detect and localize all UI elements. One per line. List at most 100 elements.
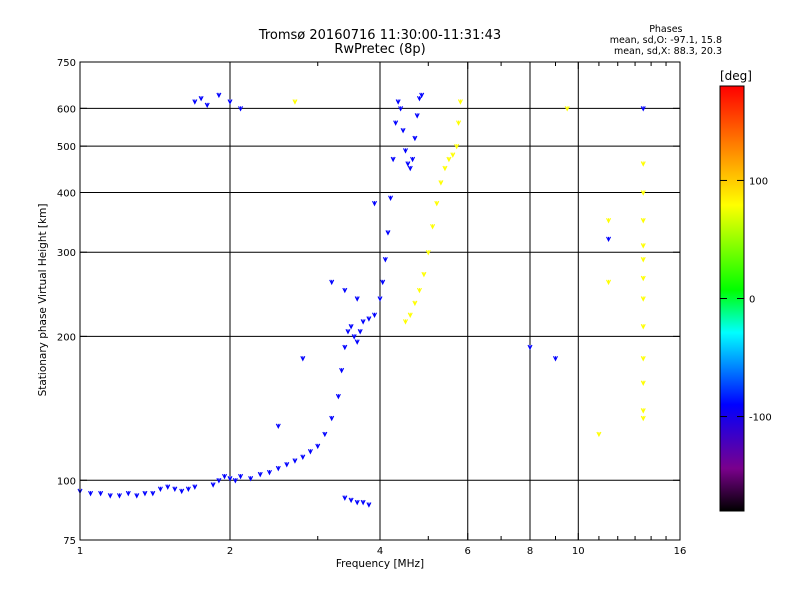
data-point-o bbox=[407, 165, 413, 172]
data-point-o bbox=[372, 312, 378, 318]
data-point-x bbox=[640, 243, 646, 249]
data-point-x bbox=[640, 356, 646, 362]
data-point-o bbox=[410, 156, 416, 163]
data-point-x bbox=[407, 312, 413, 318]
data-point-o bbox=[366, 316, 372, 322]
data-point-o bbox=[345, 329, 351, 335]
data-point-o bbox=[385, 230, 391, 236]
data-point-o bbox=[398, 106, 404, 112]
data-point-o bbox=[107, 493, 113, 499]
data-point-x bbox=[430, 223, 436, 230]
data-point-o bbox=[348, 497, 354, 504]
data-point-o bbox=[284, 462, 290, 468]
data-point-x bbox=[640, 190, 646, 196]
data-point-o bbox=[98, 490, 104, 497]
phase-stats-o: mean, sd,O: -97.1, 15.8 bbox=[609, 35, 722, 46]
data-point-o bbox=[380, 279, 386, 286]
data-point-o bbox=[257, 471, 263, 478]
data-point-x bbox=[640, 275, 646, 282]
data-point-o bbox=[377, 296, 383, 302]
data-point-o bbox=[339, 367, 345, 374]
data-point-o bbox=[185, 486, 191, 492]
data-point-x bbox=[454, 143, 460, 150]
data-point-o bbox=[204, 102, 210, 109]
data-point-o bbox=[400, 127, 406, 134]
x-tick-label: 6 bbox=[465, 546, 471, 557]
phase-stats-header: Phases bbox=[649, 24, 683, 35]
data-point-x bbox=[564, 106, 570, 112]
data-point-x bbox=[442, 165, 448, 172]
x-tick-label: 4 bbox=[377, 546, 383, 557]
data-point-o bbox=[357, 329, 363, 335]
data-point-o bbox=[329, 415, 335, 422]
data-point-o bbox=[342, 344, 348, 351]
data-point-o bbox=[606, 236, 612, 243]
data-point-x bbox=[606, 279, 612, 286]
data-point-o bbox=[315, 443, 321, 450]
data-point-x bbox=[292, 99, 298, 105]
data-point-o bbox=[335, 393, 341, 400]
data-point-x bbox=[640, 415, 646, 422]
data-point-o bbox=[142, 490, 148, 497]
data-point-o bbox=[198, 95, 204, 102]
data-point-x bbox=[640, 324, 646, 330]
data-point-o bbox=[116, 493, 122, 499]
data-point-o bbox=[390, 156, 396, 163]
data-point-o bbox=[354, 499, 360, 506]
data-point-o bbox=[192, 484, 198, 490]
data-point-x bbox=[416, 287, 422, 294]
data-point-x bbox=[457, 99, 463, 105]
axis-ticks: 1 2 4 6 8 10 16 75 100 200 300 400 500 600 750 bbox=[57, 58, 686, 557]
data-point-o bbox=[227, 475, 233, 482]
phase-stats: Phases mean, sd,O: -97.1, 15.8 mean, sd,… bbox=[610, 24, 722, 57]
y-tick-label: 300 bbox=[57, 248, 76, 259]
data-point-o bbox=[192, 99, 198, 105]
data-point-o bbox=[238, 106, 244, 112]
data-point-o bbox=[360, 499, 366, 506]
data-point-o bbox=[157, 486, 163, 492]
colorbar-unit-label: [deg] bbox=[720, 69, 752, 83]
data-point-o bbox=[292, 458, 298, 464]
data-point-o bbox=[351, 334, 357, 340]
y-axis-label: Stationary phase Virtual Height [km] bbox=[37, 204, 49, 397]
data-point-o bbox=[275, 465, 281, 472]
data-point-o bbox=[179, 488, 185, 495]
data-point-o bbox=[402, 148, 408, 154]
data-point-o bbox=[372, 200, 378, 207]
data-point-o bbox=[382, 257, 388, 263]
y-tick-label: 200 bbox=[57, 332, 76, 343]
x-tick-label: 16 bbox=[674, 546, 687, 557]
data-point-o bbox=[248, 475, 254, 482]
data-point-o bbox=[405, 161, 411, 167]
phase-stats-x: mean, sd,X: 88.3, 20.3 bbox=[613, 46, 722, 57]
y-tick-label: 750 bbox=[57, 58, 76, 69]
y-tick-label: 75 bbox=[63, 536, 76, 547]
data-point-x bbox=[438, 180, 444, 186]
data-point-o bbox=[134, 493, 140, 499]
data-point-o bbox=[216, 478, 222, 484]
data-point-x bbox=[402, 319, 408, 325]
data-point-x bbox=[640, 257, 646, 263]
x-tick-label: 1 bbox=[77, 546, 83, 557]
data-point-o bbox=[354, 296, 360, 302]
data-point-o bbox=[527, 344, 533, 351]
data-point-o bbox=[552, 356, 558, 362]
data-point-o bbox=[360, 319, 366, 325]
data-point-o bbox=[222, 473, 228, 480]
data-point-o bbox=[165, 484, 171, 490]
data-point-o bbox=[419, 92, 425, 99]
x-tick-label: 2 bbox=[227, 546, 233, 557]
data-point-o bbox=[238, 473, 244, 480]
data-point-o bbox=[395, 99, 401, 105]
data-point-o bbox=[232, 478, 238, 484]
data-point-x bbox=[596, 431, 602, 438]
data-points bbox=[77, 92, 646, 508]
data-point-x bbox=[606, 217, 612, 224]
x-tick-label: 10 bbox=[572, 546, 585, 557]
y-tick-label: 400 bbox=[57, 188, 76, 199]
data-point-x bbox=[640, 380, 646, 386]
data-point-o bbox=[300, 454, 306, 460]
data-point-o bbox=[342, 495, 348, 501]
data-point-o bbox=[329, 279, 335, 286]
